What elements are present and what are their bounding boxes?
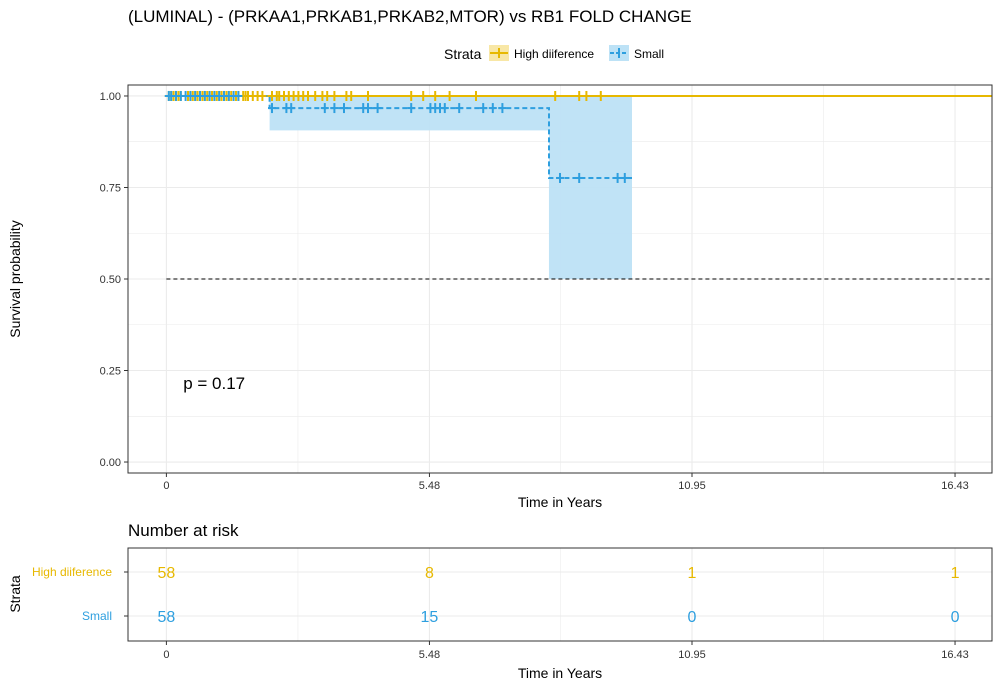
censor-mark-small <box>556 172 564 183</box>
censor-mark-high <box>347 90 356 101</box>
censor-mark-high <box>582 90 591 101</box>
censor-mark-small <box>373 103 382 114</box>
censor-mark-high <box>596 90 605 101</box>
risk-x-tick-label: 10.95 <box>678 649 706 661</box>
censor-mark-small <box>330 103 339 114</box>
risk-count: 15 <box>421 609 439 626</box>
y-tick-label: 0.50 <box>100 274 121 286</box>
censor-mark-high <box>330 90 339 101</box>
censor-mark-high <box>551 90 560 101</box>
risk-row-label-small: Small <box>82 609 112 623</box>
risk-x-tick-label: 0 <box>163 649 169 661</box>
censor-mark-small <box>620 172 629 183</box>
risk-row-small: Small 58 15 0 0 <box>82 609 960 626</box>
y-tick-label: 0.25 <box>100 366 121 378</box>
censor-mark-small <box>320 103 329 114</box>
legend-item-small: Small <box>609 45 664 61</box>
censor-mark-high <box>304 90 312 101</box>
risk-row-label-high: High diiference <box>32 565 112 579</box>
risk-count: 58 <box>158 609 176 626</box>
risk-count: 1 <box>951 565 960 582</box>
risk-border <box>127 547 993 642</box>
censor-mark-small <box>488 103 497 114</box>
survival-plot: 0.00 0.25 0.50 0.75 1.00 0 5.48 10.95 16.43 p =… <box>100 84 993 492</box>
legend: Strata High diiference Small <box>444 45 664 62</box>
risk-x-tick-label: 16.43 <box>941 649 969 661</box>
risk-count: 0 <box>951 609 960 626</box>
risk-count: 0 <box>688 609 697 626</box>
censor-mark-high <box>323 90 332 101</box>
censor-mark-high <box>311 90 320 101</box>
risk-y-axis-title: Strata <box>7 575 23 613</box>
risk-count: 8 <box>425 565 434 582</box>
x-axis-title: Time in Years <box>518 494 602 510</box>
censor-mark-high <box>445 90 454 101</box>
p-value-label: p = 0.17 <box>183 374 245 393</box>
censor-mark-small <box>498 103 507 114</box>
censor-mark-small <box>407 103 416 114</box>
risk-table: Number at risk High diiference 58 8 1 1 Small… <box>32 521 993 661</box>
censor-mark-small <box>340 103 348 114</box>
censor-mark-high <box>364 90 372 101</box>
censor-mark-high <box>419 90 428 101</box>
risk-count: 1 <box>688 565 697 582</box>
censor-mark-small <box>268 103 276 114</box>
chart-title: (LUMINAL) - (PRKAA1,PRKAB1,PRKAB2,MTOR) … <box>128 7 692 26</box>
censor-mark-high <box>575 90 584 101</box>
censor-mark-high <box>407 90 416 101</box>
risk-table-title: Number at risk <box>128 521 239 540</box>
risk-panel <box>128 548 992 641</box>
censor-mark-small <box>234 90 243 101</box>
censor-mark-high <box>258 90 267 101</box>
censor-mark-high <box>431 90 440 101</box>
risk-x-axis-title: Time in Years <box>518 665 602 681</box>
risk-count: 58 <box>158 565 176 582</box>
censor-mark-small <box>440 103 449 114</box>
legend-title: Strata <box>444 46 482 62</box>
censor-mark-small <box>613 172 622 183</box>
legend-item-high: High diiference <box>489 45 594 61</box>
risk-row-high: High diiference 58 8 1 1 <box>32 565 960 582</box>
y-axis-title: Survival probability <box>7 220 23 338</box>
x-tick-label: 16.43 <box>941 480 969 492</box>
risk-x-tick-label: 5.48 <box>419 649 440 661</box>
censor-mark-small <box>364 103 372 114</box>
y-tick-label: 0.00 <box>100 457 121 469</box>
legend-label-small: Small <box>634 47 664 61</box>
censor-mark-small <box>287 103 296 114</box>
censor-mark-small <box>479 103 488 114</box>
x-tick-label: 10.95 <box>678 480 706 492</box>
y-tick-label: 1.00 <box>100 91 121 103</box>
censor-mark-small <box>575 172 584 183</box>
x-tick-label: 0 <box>163 480 169 492</box>
censor-mark-high <box>472 90 480 101</box>
y-tick-label: 0.75 <box>100 182 121 194</box>
censor-mark-small <box>455 103 464 114</box>
ci-band-small <box>548 95 632 279</box>
x-tick-label: 5.48 <box>419 480 440 492</box>
legend-label-high: High diiference <box>514 47 594 61</box>
ci-band-small <box>269 95 549 131</box>
